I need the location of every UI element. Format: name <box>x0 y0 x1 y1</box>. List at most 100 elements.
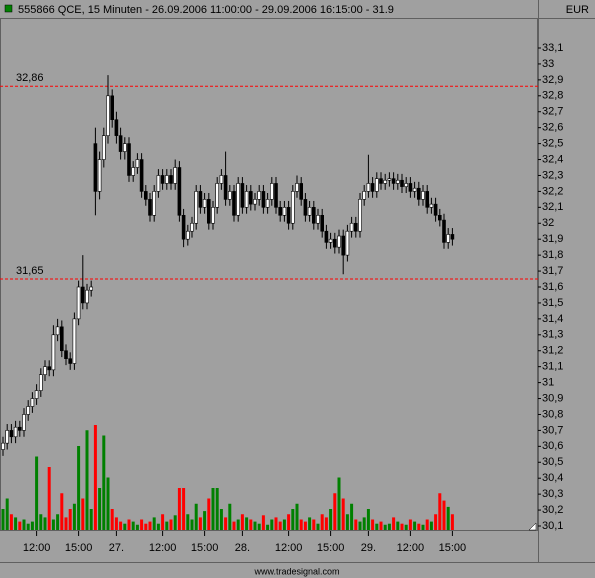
x-tick-label: 12:00 <box>149 542 177 554</box>
volume-bar <box>190 519 194 530</box>
volume-bar <box>68 509 72 530</box>
volume-bar <box>39 514 43 530</box>
candle-body <box>370 183 375 192</box>
candle-body <box>244 191 249 208</box>
volume-bar <box>413 521 417 530</box>
candle-body <box>286 207 291 224</box>
candle-body <box>307 207 312 216</box>
volume-bar <box>51 519 55 530</box>
volume-bar <box>253 521 257 530</box>
volume-bar <box>169 519 173 530</box>
candle-body <box>290 191 295 224</box>
y-tick-label: 31,9 <box>542 233 563 245</box>
footer: www.tradesignal.com <box>253 566 339 576</box>
candle-body <box>123 143 127 152</box>
candle-body <box>173 167 177 184</box>
x-tick-label: 12:00 <box>275 542 303 554</box>
volume-bar <box>383 524 387 530</box>
volume-bar <box>119 521 123 530</box>
volume-bar <box>156 523 160 530</box>
volume-bar <box>434 514 438 530</box>
volume-bar <box>400 523 404 530</box>
volume-bar <box>257 523 261 530</box>
candle-body <box>190 222 194 232</box>
volume-bar <box>14 517 18 530</box>
volume-bar <box>203 511 207 530</box>
volume-bar <box>228 503 232 530</box>
reference-label: 31,65 <box>16 265 44 277</box>
candle-body <box>26 406 31 415</box>
volume-bar <box>89 509 93 530</box>
volume-bar <box>421 524 425 530</box>
volume-bar <box>140 519 144 530</box>
volume-bar <box>1 509 5 530</box>
candle-body <box>51 334 56 371</box>
candle-body <box>408 183 413 192</box>
y-tick-label: 30,4 <box>542 472 563 484</box>
y-tick-label: 33 <box>542 58 554 70</box>
currency: EUR <box>566 4 589 16</box>
candle-body <box>437 215 442 221</box>
candle-body <box>211 207 215 224</box>
candle-body <box>17 426 22 431</box>
candle-body <box>72 318 77 364</box>
x-tick-label: 15:00 <box>317 542 345 554</box>
candle-body <box>332 238 337 248</box>
volume-bar <box>144 523 148 530</box>
volume-bar <box>186 514 190 530</box>
volume-bar <box>215 488 219 530</box>
volume-bar <box>387 523 391 530</box>
volume-bar <box>173 515 177 530</box>
volume-bar <box>274 517 278 530</box>
volume-bar <box>249 519 253 530</box>
volume-bar <box>152 517 156 530</box>
volume-bar <box>287 514 291 530</box>
volume-bar <box>446 506 450 530</box>
volume-bar <box>417 523 421 530</box>
candle-body <box>186 230 190 240</box>
candle-body <box>47 366 52 371</box>
y-tick-label: 32,9 <box>542 74 563 86</box>
volume-bar <box>211 488 215 530</box>
volume-bar <box>261 515 265 530</box>
volume-bar <box>396 521 400 530</box>
volume-bar <box>182 488 186 530</box>
symbol-icon <box>4 4 13 13</box>
volume-bar <box>371 519 375 530</box>
candle-body <box>299 183 304 200</box>
volume-bar <box>266 524 270 530</box>
candle-body <box>379 178 383 184</box>
volume-bar <box>114 517 118 530</box>
volume-bar <box>177 488 181 530</box>
candle-body <box>421 191 425 200</box>
volume-bar <box>106 477 110 530</box>
y-tick-label: 30,7 <box>542 424 563 436</box>
candle-body <box>433 203 438 216</box>
y-tick-label: 32,1 <box>542 201 563 213</box>
volume-bar <box>375 523 379 530</box>
candle-body <box>102 135 106 160</box>
volume-bar <box>56 514 60 530</box>
candle-body <box>349 222 354 232</box>
candle-body <box>194 191 198 224</box>
y-tick-label: 31,4 <box>542 313 563 325</box>
volume-bar <box>299 519 303 530</box>
volume-bar <box>312 519 316 530</box>
candle-body <box>311 207 316 224</box>
y-tick-label: 31,2 <box>542 345 563 357</box>
x-tick-label: 15:00 <box>191 542 219 554</box>
volume-bar <box>320 514 324 530</box>
volume-bar <box>333 493 337 530</box>
y-tick-label: 32,6 <box>542 122 563 134</box>
y-tick-label: 30,2 <box>542 504 563 516</box>
volume-bar <box>329 509 333 530</box>
candle-body <box>1 442 5 450</box>
candle-body <box>93 143 98 192</box>
candle-body <box>404 183 409 187</box>
volume-bar <box>135 524 139 530</box>
candle-body <box>43 366 47 375</box>
candle-body <box>345 230 350 256</box>
volume-bar <box>93 425 97 530</box>
y-tick-label: 30,6 <box>542 440 563 452</box>
volume-bar <box>392 517 396 530</box>
